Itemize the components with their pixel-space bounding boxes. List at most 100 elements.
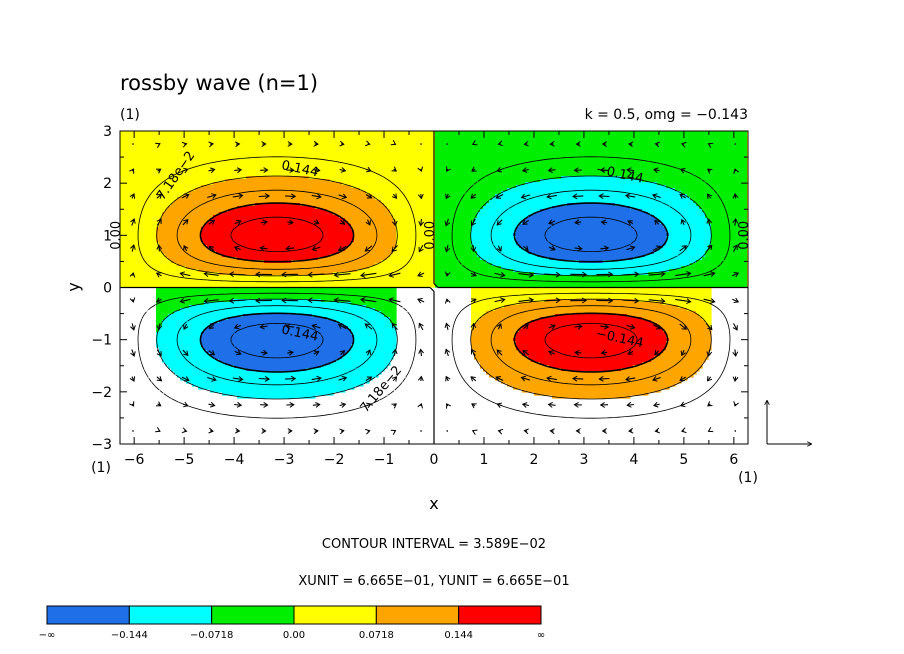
vector-arrow-head xyxy=(654,427,660,434)
shade-cell xyxy=(219,287,223,303)
vector-arrow-head xyxy=(183,167,189,174)
vector-arrow-head xyxy=(707,168,713,174)
vector-arrow-head xyxy=(288,219,294,226)
shade-cell xyxy=(672,305,676,387)
shade-cell xyxy=(609,314,613,372)
vector-arrow xyxy=(518,273,534,276)
vector-arrow-head xyxy=(733,168,739,174)
shade-cell xyxy=(573,371,577,399)
shade-cell xyxy=(261,260,265,276)
vector-arrow xyxy=(181,376,190,381)
vector-arrow-head xyxy=(183,244,189,251)
shade-cell xyxy=(618,371,622,399)
shade-cell xyxy=(651,302,655,324)
shade-cell xyxy=(609,176,613,204)
shade-cell xyxy=(711,131,715,288)
shade-cell xyxy=(192,131,196,192)
vector-arrow-head xyxy=(391,348,398,355)
shade-cell xyxy=(387,317,391,366)
shade-cell xyxy=(564,371,568,399)
shade-cell xyxy=(690,263,694,288)
shade-cell xyxy=(474,323,478,360)
shade-cell xyxy=(576,131,580,177)
shade-cell xyxy=(630,299,634,318)
vector-arrow-head xyxy=(418,348,424,354)
shade-cell xyxy=(696,314,700,372)
shade-cell xyxy=(219,302,223,321)
vector-arrow xyxy=(364,245,373,252)
shade-cell xyxy=(225,320,229,366)
shade-cell xyxy=(375,131,379,201)
vector-arrow xyxy=(703,272,715,277)
vector-arrow xyxy=(495,376,504,381)
shade-cell xyxy=(567,314,571,372)
shade-cell xyxy=(240,299,244,318)
shade-cell xyxy=(255,371,259,399)
shade-cell xyxy=(648,131,652,183)
shade-cell xyxy=(645,212,649,255)
vector-arrow xyxy=(652,194,661,199)
vector-point xyxy=(446,430,449,432)
shade-cell xyxy=(339,302,343,324)
shade-cell xyxy=(279,203,283,264)
shade-cell xyxy=(516,185,520,228)
vector-arrow xyxy=(207,376,217,381)
shade-cell xyxy=(639,365,643,396)
shade-cell xyxy=(207,248,211,273)
shade-cell xyxy=(486,203,490,264)
shade-cell xyxy=(546,257,550,276)
vector-arrow-head xyxy=(601,427,607,434)
vector-arrow xyxy=(706,323,713,330)
shade-cell xyxy=(369,266,373,288)
vector-arrow xyxy=(521,376,531,381)
shade-cell xyxy=(645,362,649,396)
vector-arrow-head xyxy=(495,193,501,199)
shade-cell xyxy=(615,260,619,276)
shade-cell xyxy=(474,287,478,324)
shade-cell xyxy=(333,320,337,363)
vector-arrow-head xyxy=(599,167,606,174)
shade-cell xyxy=(330,254,334,276)
shade-cell xyxy=(441,131,445,288)
shade-cell xyxy=(741,131,745,288)
vector-arrow-head xyxy=(285,323,291,330)
shade-cell xyxy=(228,317,232,366)
shade-cell xyxy=(201,305,205,333)
vector-arrow-head xyxy=(315,402,321,408)
shade-cell xyxy=(573,314,577,372)
shade-cell xyxy=(546,317,550,366)
shade-cell xyxy=(162,320,166,363)
shade-cell xyxy=(339,359,343,393)
shade-cell xyxy=(609,299,613,315)
shade-cell xyxy=(633,299,637,318)
vector-arrow-head xyxy=(470,246,477,253)
shade-cell xyxy=(372,266,376,288)
shade-cell xyxy=(360,305,364,387)
shade-cell xyxy=(627,317,631,369)
vector-arrow-head xyxy=(333,271,339,278)
shade-cell xyxy=(639,179,643,210)
shade-cell xyxy=(639,131,643,180)
shade-cell xyxy=(219,362,223,393)
shade-cell xyxy=(204,350,208,390)
contour-line xyxy=(137,156,731,419)
shade-cell xyxy=(672,269,676,288)
shade-cell xyxy=(309,131,313,180)
vector-arrow xyxy=(286,325,295,328)
shade-cell xyxy=(507,269,511,288)
shade-cell xyxy=(693,263,697,288)
shade-cell xyxy=(393,287,397,327)
vector-arrow xyxy=(308,273,325,276)
vector-arrow-head xyxy=(391,376,398,382)
units-text: XUNIT = 6.665E−01, YUNIT = 6.665E−01 xyxy=(298,574,569,589)
shade-cell xyxy=(681,194,685,267)
colorbar-bin xyxy=(293,605,377,625)
shade-cell xyxy=(663,227,667,246)
vector-arrow-head xyxy=(654,350,660,356)
vector-arrow-head xyxy=(652,376,658,382)
vector-arrow-head xyxy=(181,141,188,148)
shade-cell xyxy=(612,371,616,399)
shade-cell xyxy=(411,131,415,288)
vector-arrow-head xyxy=(366,402,372,409)
vector-arrow-head xyxy=(581,297,588,304)
